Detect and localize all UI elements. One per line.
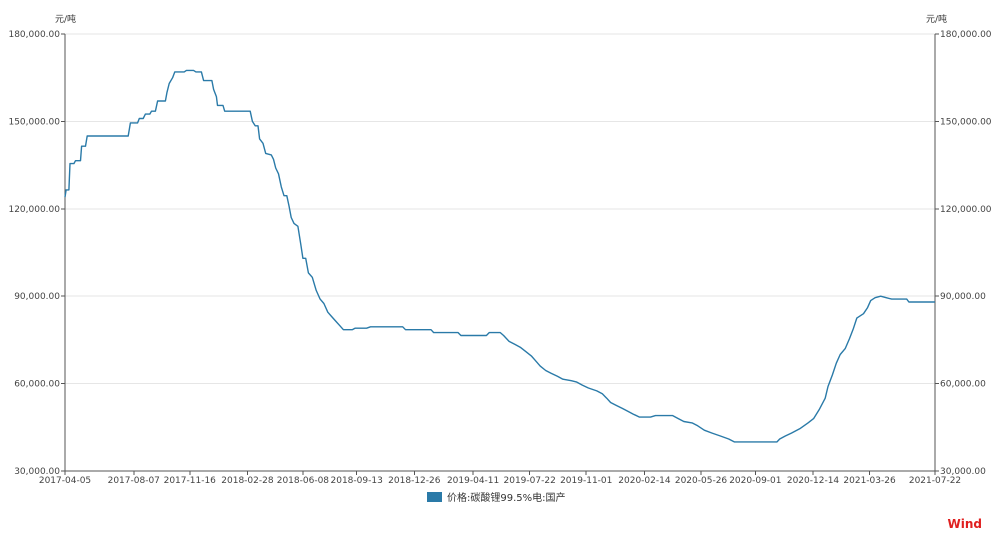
x-tick-label: 2019-04-11: [447, 476, 499, 486]
y-tick-label-left: 90,000.00: [14, 292, 60, 302]
x-tick-label: 2020-02-14: [618, 476, 671, 486]
y-tick-label-right: 150,000.00: [940, 117, 992, 127]
wind-watermark: Wind: [948, 517, 982, 531]
x-tick-label: 2021-03-26: [843, 476, 896, 486]
x-tick-label: 2018-02-28: [221, 476, 274, 486]
legend-swatch: [427, 492, 442, 502]
y-tick-label-right: 90,000.00: [940, 292, 986, 302]
y-tick-label-left: 30,000.00: [14, 467, 60, 477]
y-tick-label-right: 120,000.00: [940, 205, 992, 215]
y-tick-label-right: 180,000.00: [940, 30, 992, 40]
y-axis-left: 30,000.00 60,000.00 90,000.00 120,000.00 150…: [8, 30, 66, 477]
y-tick-label-right: 30,000.00: [940, 467, 986, 477]
legend-label: 价格:碳酸锂99.5%电:国产: [447, 491, 566, 504]
y-tick-label-left: 120,000.00: [8, 205, 60, 215]
x-tick-label: 2020-05-26: [675, 476, 728, 486]
x-tick-label: 2019-07-22: [504, 476, 556, 486]
y-axis-right: 30,000.00 60,000.00 90,000.00 120,000.00 150…: [934, 30, 992, 477]
x-axis: 2017-04-05 2017-08-07 2017-11-16 2018-02-28…: [39, 470, 961, 486]
x-tick-label: 2018-09-13: [331, 476, 383, 486]
y-tick-label-left: 60,000.00: [14, 380, 60, 390]
series-layer: [64, 69, 935, 443]
y-tick-label-left: 150,000.00: [8, 117, 60, 127]
x-tick-label: 2019-11-01: [560, 476, 612, 486]
y-unit-left: 元/吨: [55, 13, 76, 25]
x-tick-label: 2017-11-16: [164, 476, 217, 486]
x-tick-label: 2017-08-07: [108, 476, 160, 486]
y-tick-label-left: 180,000.00: [8, 30, 60, 40]
x-tick-label: 2020-09-01: [729, 476, 781, 486]
legend[interactable]: 价格:碳酸锂99.5%电:国产: [427, 491, 566, 504]
y-tick-label-right: 60,000.00: [940, 380, 986, 390]
series-line: [64, 69, 935, 443]
y-unit-right: 元/吨: [926, 13, 947, 25]
x-tick-label: 2017-04-05: [39, 476, 91, 486]
gridlines: [65, 33, 935, 385]
x-tick-label: 2018-12-26: [388, 476, 441, 486]
x-tick-label: 2020-12-14: [787, 476, 840, 486]
x-tick-label: 2021-07-22: [909, 476, 961, 486]
x-tick-label: 2018-06-08: [277, 476, 330, 486]
